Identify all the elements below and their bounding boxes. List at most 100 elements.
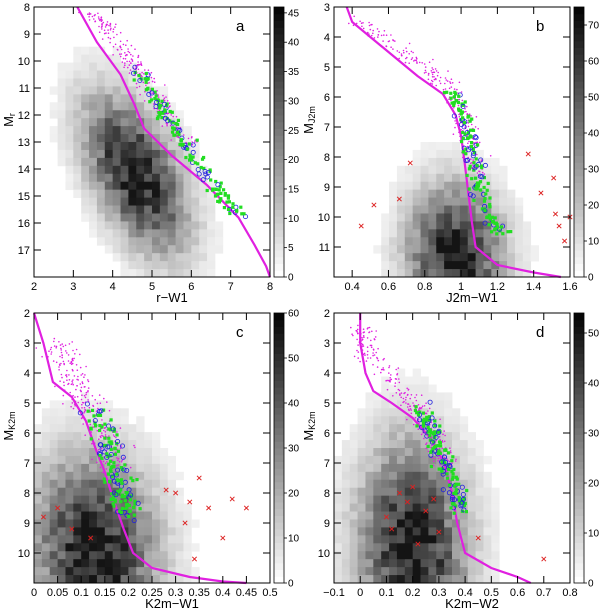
magenta-dot <box>352 334 354 337</box>
magenta-dot <box>360 22 363 25</box>
green-marker <box>454 99 458 103</box>
density-cell <box>412 173 421 183</box>
density-cell <box>428 165 437 175</box>
density-cell <box>96 86 106 95</box>
magenta-dot <box>442 88 445 91</box>
magenta-dot <box>469 162 472 165</box>
green-marker <box>483 196 487 201</box>
magenta-dot <box>446 101 448 104</box>
density-cell <box>57 94 66 103</box>
y-axis-label-subscript: J2m <box>307 106 317 123</box>
density-cell <box>459 479 469 489</box>
magenta-dot <box>82 402 85 404</box>
green-marker <box>438 451 442 455</box>
magenta-dot <box>380 34 383 37</box>
green-marker <box>157 111 161 115</box>
density-cell <box>428 567 437 576</box>
density-cell <box>159 495 169 504</box>
colorbar-step <box>274 243 284 251</box>
density-cell <box>389 495 398 504</box>
density-cell <box>112 78 121 87</box>
density-cell <box>144 495 153 504</box>
density-cell <box>452 543 461 552</box>
y-axis-label-main: M <box>301 123 316 134</box>
green-marker <box>133 502 137 506</box>
green-marker <box>420 419 424 423</box>
density-cell <box>167 479 176 489</box>
density-cell <box>57 575 66 584</box>
density-cell <box>507 213 516 222</box>
density-cell <box>412 416 421 425</box>
blue-circle-marker <box>205 170 211 176</box>
green-marker <box>195 138 199 142</box>
magenta-dot <box>434 457 436 460</box>
sequence-curve <box>76 6 272 278</box>
blue-circle-marker <box>471 150 477 156</box>
density-cell <box>89 527 98 536</box>
density-cell <box>428 527 437 536</box>
density-cell <box>41 463 51 473</box>
density-cell <box>96 440 106 449</box>
magenta-dot <box>67 354 70 356</box>
density-cell <box>183 535 192 544</box>
magenta-dot <box>172 115 174 118</box>
density-cell <box>459 253 469 262</box>
green-marker <box>495 232 499 236</box>
magenta-dot <box>406 387 409 390</box>
green-marker <box>437 449 441 453</box>
density-cell <box>199 253 208 262</box>
magenta-dot <box>104 431 107 433</box>
density-cell <box>65 440 74 449</box>
density-cell <box>65 126 74 135</box>
density-cell <box>428 245 437 254</box>
density-cell <box>120 189 129 198</box>
colorbar-step <box>574 353 584 361</box>
density-cell <box>507 253 516 262</box>
y-tick-label: 3 <box>24 338 30 350</box>
density-cell <box>452 142 461 151</box>
density-cell <box>167 519 176 528</box>
density-map <box>34 392 200 584</box>
green-marker <box>443 461 447 465</box>
density-cell <box>120 432 129 441</box>
green-marker <box>423 419 427 423</box>
colorbar-tick-label: 30 <box>588 429 600 440</box>
density-cell <box>412 575 421 584</box>
magenta-dot <box>66 379 68 382</box>
green-marker <box>153 90 157 94</box>
green-marker <box>172 133 176 137</box>
magenta-dot <box>124 58 127 60</box>
green-marker <box>144 88 148 92</box>
blue-circle-marker <box>463 158 469 164</box>
magenta-dot <box>472 164 474 166</box>
x-tick-label: 8 <box>267 281 273 293</box>
magenta-dot <box>69 391 71 394</box>
magenta-dot <box>124 52 126 54</box>
density-cell <box>491 575 500 584</box>
density-cell <box>381 527 390 536</box>
density-cell <box>159 173 169 183</box>
y-tick-label: 9 <box>24 518 30 530</box>
magenta-dot <box>72 370 74 372</box>
density-cell <box>452 455 461 465</box>
magenta-dot <box>446 80 449 82</box>
density-cell <box>191 575 200 584</box>
magenta-dot <box>408 409 410 412</box>
y-tick-label: 6 <box>324 92 330 104</box>
density-cell <box>507 269 516 278</box>
green-marker <box>486 181 490 185</box>
green-marker <box>478 180 483 184</box>
density-cell <box>104 165 114 175</box>
density-cell <box>128 559 137 568</box>
density-cell <box>120 575 129 584</box>
density-cell <box>144 213 153 222</box>
magenta-dot <box>480 159 483 161</box>
magenta-dot <box>410 50 413 53</box>
magenta-dot <box>388 380 391 383</box>
colorbar-step <box>274 40 284 48</box>
density-cell <box>428 479 437 489</box>
green-marker <box>119 466 124 470</box>
density-cell <box>34 519 43 528</box>
density-cell <box>412 463 421 473</box>
